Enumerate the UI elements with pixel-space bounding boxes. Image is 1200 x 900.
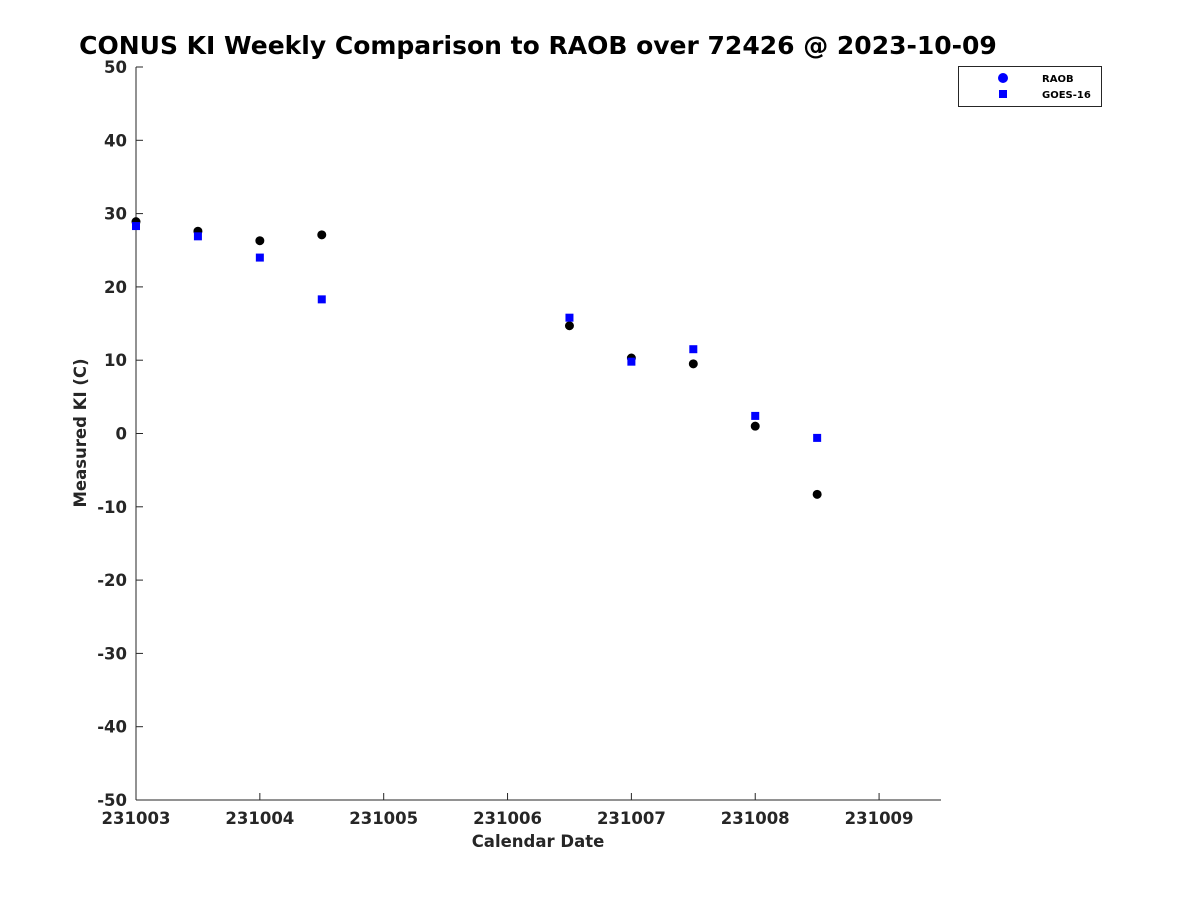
raob-point xyxy=(564,321,574,331)
series-raob xyxy=(131,217,822,499)
raob-point xyxy=(255,236,265,246)
goes-point xyxy=(255,253,264,262)
legend-marker-goes xyxy=(999,90,1007,98)
series-goes-16 xyxy=(132,222,822,442)
goes-point xyxy=(751,411,760,420)
x-tick-label: 231007 xyxy=(597,809,666,828)
x-ticks: 231003 231004 231005 231006 231007 231008 2310… xyxy=(102,793,914,828)
goes-point xyxy=(565,313,574,322)
raob-point xyxy=(812,489,822,499)
x-tick-label: 231003 xyxy=(102,809,171,828)
x-tick-label: 231004 xyxy=(225,809,294,828)
y-tick-label: 20 xyxy=(104,278,127,297)
y-ticks: 50 40 30 20 10 0 -10 -20 -30 -40 -50 xyxy=(97,58,143,810)
legend-label: RAOB xyxy=(1042,74,1074,85)
y-tick-label: -40 xyxy=(97,718,127,737)
data-points xyxy=(131,217,822,499)
x-tick-label: 231005 xyxy=(349,809,418,828)
goes-point xyxy=(132,222,140,231)
y-tick-label: 50 xyxy=(104,58,127,77)
raob-point xyxy=(688,359,698,369)
goes-point xyxy=(689,345,698,354)
y-tick-label: -50 xyxy=(97,791,127,810)
chart-title: CONUS KI Weekly Comparison to RAOB over … xyxy=(79,31,997,60)
legend-label: GOES-16 xyxy=(1042,90,1091,101)
raob-point xyxy=(317,230,327,240)
y-tick-label: 0 xyxy=(116,425,127,444)
goes-point xyxy=(317,295,326,304)
axes xyxy=(135,67,941,801)
goes-point xyxy=(627,357,636,366)
y-tick-label: -30 xyxy=(97,644,127,663)
goes-point xyxy=(813,433,822,442)
y-tick-label: -10 xyxy=(97,498,127,517)
x-tick-label: 231009 xyxy=(845,809,914,828)
y-tick-label: 40 xyxy=(104,131,127,150)
goes-point xyxy=(193,232,202,241)
legend: RAOB GOES-16 xyxy=(958,66,1102,107)
x-axis-label: Calendar Date xyxy=(472,832,605,851)
x-tick-label: 231008 xyxy=(721,809,790,828)
x-tick-label: 231006 xyxy=(473,809,542,828)
legend-box xyxy=(958,66,1102,107)
y-tick-label: 10 xyxy=(104,351,127,370)
y-tick-label: 30 xyxy=(104,205,127,224)
legend-marker-raob xyxy=(998,73,1008,83)
y-tick-label: -20 xyxy=(97,571,127,590)
raob-point xyxy=(750,421,760,431)
y-axis-label: Measured KI (C) xyxy=(71,358,90,507)
